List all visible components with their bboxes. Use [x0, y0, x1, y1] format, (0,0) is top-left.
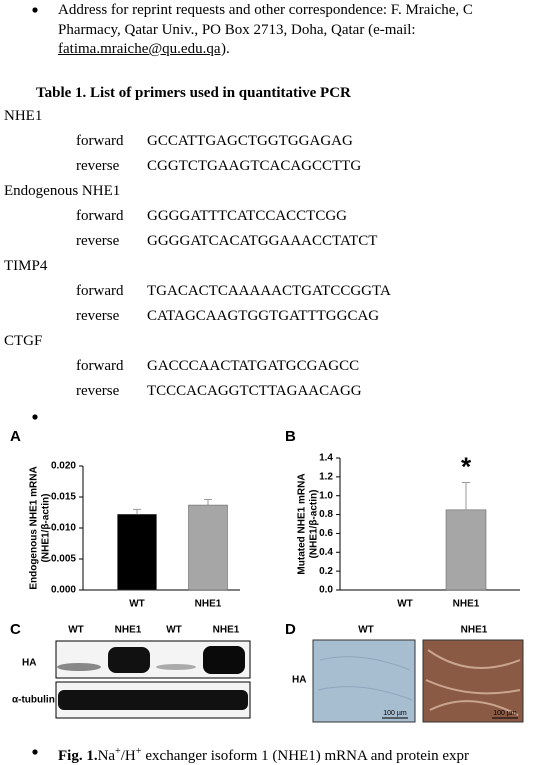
- primer-sequence: CGGTCTGAAGTCACAGCCTTG: [147, 158, 362, 174]
- y-axis-label: (NHE1/β-actin): [309, 490, 320, 559]
- texture: [317, 656, 413, 701]
- scale-label: 100 µm: [493, 710, 517, 717]
- bullet: [32, 7, 38, 13]
- bar: [117, 514, 157, 591]
- error-bar: [462, 482, 470, 510]
- y-tick-label: 0.000: [51, 585, 76, 596]
- lane-label: WT: [68, 625, 84, 636]
- bullet: [32, 414, 38, 420]
- gene-name: Endogenous NHE1: [4, 183, 121, 199]
- panel-label: A: [10, 428, 21, 445]
- primer-sequence: GCCATTGAGCTGGTGGAGAG: [147, 133, 353, 149]
- y-tick-label: 1.2: [319, 471, 333, 482]
- error-bar: [133, 508, 141, 515]
- primer-sequence: GGGGATTTCATCCACCTCGG: [147, 208, 348, 224]
- primer-direction: forward: [76, 133, 124, 149]
- panel-label: C: [10, 621, 21, 638]
- row-label: HA: [22, 658, 36, 669]
- lane-label: NHE1: [213, 625, 240, 636]
- y-tick-label: 0.0: [319, 585, 333, 596]
- primer-direction: forward: [76, 283, 124, 299]
- email: fatima.mraiche@qu.edu.qa: [58, 41, 221, 57]
- y-tick-label: 0.2: [319, 566, 333, 577]
- caption-text: +: [115, 746, 121, 757]
- primer-direction: reverse: [76, 308, 120, 324]
- y-tick-label: 0.4: [319, 547, 333, 558]
- y-axis-label: (NHE1/β-actin): [41, 494, 52, 563]
- address-line: Address for reprint requests and other c…: [58, 2, 473, 18]
- caption-text: Na: [97, 748, 116, 764]
- bullet: [32, 749, 38, 755]
- band: [108, 647, 150, 673]
- lane-label: WT: [166, 625, 182, 636]
- table-title: Table 1. List of primers used in quantit…: [36, 85, 351, 101]
- primer-direction: forward: [76, 208, 124, 224]
- y-tick-label: 0.6: [319, 528, 333, 539]
- primer-sequence: GGGGATCACATGGAAACCTATCT: [147, 233, 378, 249]
- primer-sequence: GACCCAACTATGATGCGAGCC: [147, 358, 360, 374]
- x-tick-label: WT: [129, 599, 145, 610]
- histology-wt: [312, 639, 416, 723]
- x-tick-label: NHE1: [453, 599, 480, 610]
- gene-name: NHE1: [4, 108, 43, 124]
- y-tick-label: 1.0: [319, 490, 333, 501]
- y-tick-label: 0.010: [51, 523, 76, 534]
- panel-label: D: [285, 621, 296, 638]
- band: [58, 690, 248, 710]
- y-axis-label: Mutated NHE1 mRNA: [297, 473, 308, 574]
- y-tick-label: 1.4: [319, 453, 333, 464]
- error-bar: [204, 498, 212, 506]
- image-label: NHE1: [461, 625, 488, 636]
- bar: [445, 509, 487, 591]
- band: [156, 664, 196, 670]
- x-tick-label: NHE1: [195, 599, 222, 610]
- y-tick-label: 0.8: [319, 509, 333, 520]
- primer-direction: reverse: [76, 158, 120, 174]
- panel-label: B: [285, 428, 296, 445]
- x-tick-label: WT: [397, 599, 413, 610]
- caption-label: Fig. 1.: [58, 748, 98, 764]
- address-line: Pharmacy, Qatar Univ., PO Box 2713, Doha…: [58, 22, 416, 38]
- bar: [188, 504, 228, 591]
- image-label: WT: [358, 625, 374, 636]
- caption-text: exchanger isoform 1 (NHE1) mRNA and prot…: [145, 748, 470, 764]
- annotation: *: [461, 451, 472, 481]
- row-label: HA: [292, 675, 306, 686]
- y-tick-label: 0.020: [51, 461, 76, 472]
- primer-sequence: TGACACTCAAAAACTGATCCGGTA: [147, 283, 391, 299]
- band: [57, 663, 101, 671]
- gene-name: CTGF: [4, 333, 43, 349]
- lane-label: NHE1: [115, 625, 142, 636]
- primer-direction: reverse: [76, 233, 120, 249]
- y-tick-label: 0.015: [51, 492, 76, 503]
- primer-direction: reverse: [76, 383, 120, 399]
- texture: [425, 649, 521, 716]
- primer-sequence: CATAGCAAGTGGTGATTTGGCAG: [147, 308, 380, 324]
- caption: Fig. 1.Na+/H+ exchanger isoform 1 (NHE1) …: [58, 743, 469, 765]
- gene-name: TIMP4: [4, 258, 48, 274]
- primer-sequence: TCCCACAGGTCTTAGAACAGG: [147, 383, 362, 399]
- primer-direction: forward: [76, 358, 124, 374]
- email-close: ).: [221, 41, 230, 57]
- y-axis-label: Endogenous NHE1 mRNA: [29, 466, 40, 589]
- band: [203, 646, 245, 674]
- caption-text: +: [135, 746, 142, 757]
- scale-label: 100 µm: [383, 710, 407, 717]
- histology-nhe1: [422, 639, 524, 723]
- row-label: α-tubulin: [12, 695, 55, 706]
- y-tick-label: 0.005: [51, 554, 76, 565]
- caption-text: /H: [120, 748, 136, 764]
